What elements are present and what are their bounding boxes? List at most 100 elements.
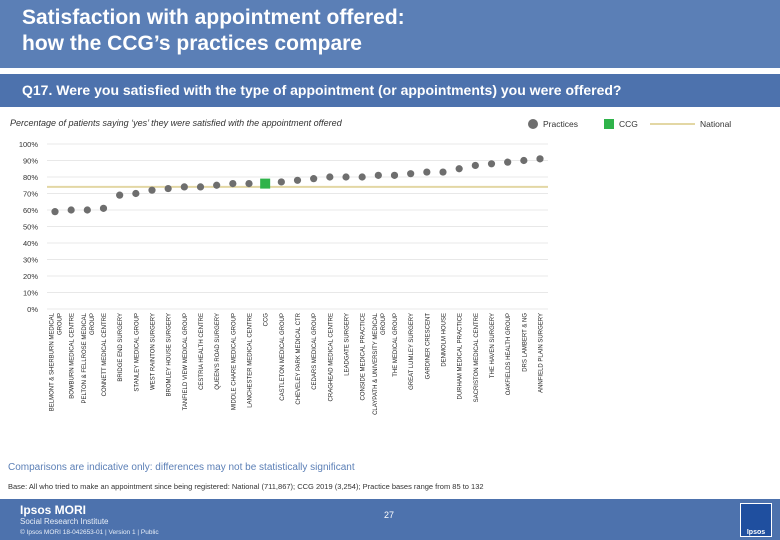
category-label: GREAT LUMLEY SURGERY	[409, 313, 415, 390]
ipsos-logo: Ipsos	[740, 503, 772, 537]
ccg-point	[260, 178, 271, 189]
practice-point	[164, 184, 172, 193]
practice-point	[504, 158, 512, 166]
question-text: Q17. Were you satisfied with the type of…	[22, 82, 622, 98]
y-tick-label: 40%	[23, 239, 38, 248]
category-label: TANFIELD VIEW MEDICAL GROUP	[183, 313, 189, 410]
category-label: THE HAVEN SURGERY	[490, 313, 496, 378]
practice-point	[407, 170, 415, 178]
base-note: Base: All who tried to make an appointme…	[8, 482, 484, 491]
y-tick-label: 30%	[23, 256, 38, 265]
category-label: BOWBURN MEDICAL CENTRE	[70, 313, 76, 399]
category-label: BELMONT & SHERBURN MEDICAL	[50, 312, 56, 411]
category-label: BRIDGE END SURGERY	[118, 313, 124, 382]
legend-ccg-label: CCG	[619, 119, 638, 129]
copyright: © Ipsos MORI 18-042653-01 | Version 1 | …	[20, 529, 159, 536]
chart-area: 0% 10% 20% 30% 40% 50% 60% 70% 80% 90% 100% BELMONT…	[19, 140, 548, 415]
category-label: DRS LAMBERT & NG	[522, 313, 528, 372]
practice-point	[229, 180, 237, 188]
question-banner: Q17. Were you satisfied with the type of…	[0, 74, 780, 107]
category-label: CCG	[264, 313, 270, 327]
practice-point	[374, 171, 382, 179]
category-label: OAKFIELDS HEALTH GROUP	[506, 313, 512, 395]
national-line-icon	[650, 123, 695, 125]
category-label: CRAGHEAD MEDICAL CENTRE	[328, 313, 334, 401]
category-label: DURHAM MEDICAL PRACTICE	[458, 313, 464, 399]
category-label: THE MEDICAL GROUP	[393, 313, 399, 377]
practice-point	[423, 168, 431, 176]
legend-ccg: CCG	[604, 117, 638, 131]
category-label: GROUP	[381, 313, 387, 335]
category-label: CONNETT MEDICAL CENTRE	[102, 313, 108, 396]
page-number: 27	[384, 510, 395, 520]
practice-point	[196, 183, 205, 191]
category-label: GARDINER CRESCENT	[425, 313, 431, 380]
practice-point	[455, 165, 463, 173]
y-tick-label: 80%	[23, 173, 38, 182]
practice-point	[326, 173, 334, 181]
page-title-line2: how the CCG’s practices compare	[22, 32, 362, 55]
footer: Ipsos MORI Social Research Institute © I…	[0, 499, 780, 540]
practice-point	[132, 189, 140, 198]
y-tick-label: 10%	[23, 289, 38, 298]
category-label: LEADGATE SURGERY	[345, 313, 351, 376]
y-tick-label: 70%	[23, 190, 38, 199]
category-label: CLAYPATH & UNIVERSITY MEDICAL	[373, 312, 379, 415]
y-tick-label: 20%	[23, 272, 38, 281]
y-tick-label: 100%	[19, 140, 39, 149]
footnote: Comparisons are indicative only: differe…	[8, 462, 355, 473]
practice-point	[99, 204, 108, 212]
y-tick-label: 90%	[23, 157, 38, 166]
title-banner: Satisfaction with appointment offered: h…	[0, 0, 780, 68]
category-label: ANNFIELD PLAIN SURGERY	[539, 313, 545, 393]
brand-name: Ipsos MORI	[20, 503, 87, 517]
category-label: PELTON & FELLROSE MEDICAL	[82, 312, 88, 403]
category-label: MIDDLE CHARE MEDICAL GROUP	[231, 313, 237, 410]
practice-point	[83, 206, 91, 214]
y-tick-label: 60%	[23, 206, 38, 215]
category-label: CASTLETON MEDICAL GROUP	[280, 313, 286, 401]
practice-point	[342, 173, 350, 181]
brand-subtitle: Social Research Institute	[20, 517, 109, 526]
page-title-line1: Satisfaction with appointment offered:	[22, 6, 405, 29]
practice-point	[520, 156, 528, 165]
practice-point	[536, 155, 544, 163]
practice-point	[116, 191, 124, 199]
practice-point	[487, 160, 496, 168]
practice-point	[439, 168, 447, 176]
practice-point	[293, 176, 302, 184]
practice-point	[277, 178, 285, 186]
category-label: CHEVELEY PARK MEDICAL CTR	[296, 312, 302, 404]
category-label: SACRISTON MEDICAL CENTRE	[474, 313, 480, 402]
practice-point	[471, 161, 479, 170]
practice-point	[358, 173, 366, 181]
page-title: Satisfaction with appointment offered: h…	[22, 5, 405, 57]
legend-practices-label: Practices	[543, 119, 578, 129]
practice-marker-icon	[528, 119, 538, 129]
category-label: DENMOLM HOUSE	[442, 313, 448, 367]
practice-point	[180, 183, 188, 191]
category-label: GROUP	[58, 313, 64, 335]
ccg-marker-icon	[604, 119, 614, 129]
legend-practices: Practices	[528, 117, 578, 131]
practice-point	[67, 206, 75, 214]
category-label: WEST RAINTON SURGERY	[151, 313, 157, 390]
practice-point	[213, 181, 221, 189]
category-label: STANLEY MEDICAL GROUP	[134, 313, 140, 392]
practice-point	[148, 186, 156, 194]
category-label: CESTRIA HEALTH CENTRE	[199, 313, 205, 390]
practice-point	[390, 171, 399, 179]
category-label: CONSIDE MEDICAL PRACTICE	[361, 313, 367, 400]
practice-point	[245, 180, 253, 188]
legend-national: National	[650, 117, 731, 131]
legend-national-label: National	[700, 119, 732, 129]
category-label: LANCHESTER MEDICAL CENTRE	[248, 313, 254, 408]
y-tick-label: 50%	[23, 223, 38, 232]
y-tick-label: 0%	[27, 305, 38, 314]
category-label: CEDARS MEDICAL GROUP	[312, 313, 318, 390]
practice-point	[51, 208, 59, 216]
practice-point	[310, 175, 318, 183]
chart-subtitle: Percentage of patients saying ‘yes’ they…	[10, 118, 342, 128]
category-label: QUEEN'S ROAD SURGERY	[215, 313, 221, 390]
category-label: GROUP	[90, 313, 96, 335]
